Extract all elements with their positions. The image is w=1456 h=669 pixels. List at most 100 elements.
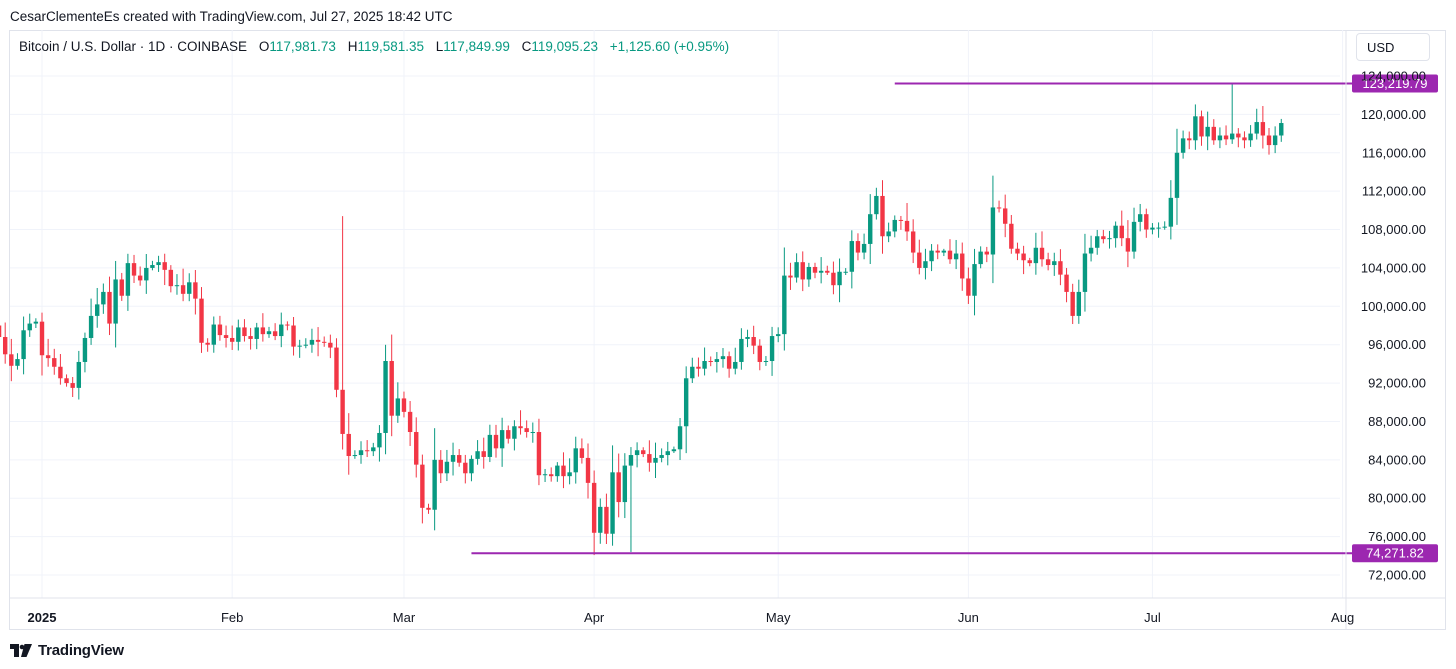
close-value: 119,095.23 — [531, 39, 598, 54]
candle-body — [420, 464, 425, 508]
candle — [518, 410, 523, 435]
candle-body — [1119, 225, 1124, 239]
candle — [1076, 279, 1082, 324]
candle — [1236, 128, 1241, 148]
candle — [76, 350, 82, 400]
candle-body — [818, 270, 824, 273]
candle — [303, 338, 309, 349]
candle — [733, 347, 738, 375]
candle-body — [683, 378, 689, 427]
candle-body — [1125, 238, 1131, 252]
candle-body — [1236, 133, 1241, 138]
candle — [107, 276, 112, 336]
x-tick-label: Feb — [221, 610, 243, 625]
candle-body — [1150, 227, 1155, 230]
candle-body — [211, 324, 216, 345]
candle — [947, 239, 953, 264]
candle — [1131, 207, 1137, 259]
candle-body — [377, 432, 382, 448]
candle — [15, 353, 20, 370]
x-tick-label: Apr — [584, 610, 605, 625]
candle — [880, 180, 885, 254]
candle-body — [291, 325, 296, 347]
candle-body — [549, 474, 554, 477]
candle — [88, 298, 94, 345]
candle-body — [107, 291, 112, 324]
candle — [322, 336, 327, 347]
candle-body — [1199, 116, 1204, 137]
candle — [567, 458, 572, 485]
candle — [1045, 252, 1051, 271]
candle-body — [745, 337, 750, 339]
candle-body — [303, 344, 309, 346]
y-tick-label: 76,000.00 — [1368, 529, 1426, 544]
candle-body — [463, 462, 468, 474]
candle-body — [518, 426, 523, 429]
candle — [622, 453, 628, 519]
candle — [21, 316, 26, 375]
candle — [205, 338, 210, 352]
candle — [530, 422, 535, 443]
grid-lines — [10, 30, 1344, 598]
candle — [996, 200, 1002, 213]
candle — [315, 327, 321, 357]
tradingview-logo[interactable]: TradingView — [10, 642, 124, 659]
candle-body — [395, 398, 401, 416]
candle-body — [1266, 135, 1272, 146]
candle-body — [769, 336, 775, 362]
candle-body — [9, 354, 14, 366]
open-value: 117,981.73 — [269, 39, 336, 54]
candle — [683, 366, 689, 454]
currency-button[interactable]: USD — [1356, 33, 1430, 61]
candle-body — [782, 275, 787, 335]
candle-body — [524, 428, 529, 433]
x-tick-label: May — [766, 610, 791, 625]
candle — [1150, 223, 1155, 235]
candle — [1162, 221, 1167, 230]
candle-body — [1272, 135, 1278, 146]
candle — [739, 328, 744, 370]
candle — [82, 332, 88, 373]
candle — [334, 338, 339, 398]
candle-body — [322, 341, 327, 343]
candle — [794, 253, 799, 283]
candle-body — [414, 432, 419, 465]
candle-body — [1156, 227, 1161, 229]
candle-body — [978, 251, 983, 265]
candle — [1002, 194, 1008, 238]
candle-body — [947, 250, 953, 260]
candle-body — [444, 461, 450, 474]
tradingview-logo-text: TradingView — [38, 642, 124, 659]
candle — [641, 447, 646, 458]
candle — [456, 449, 462, 467]
candle — [1260, 106, 1266, 149]
y-tick-label: 96,000.00 — [1368, 337, 1426, 352]
candle — [1217, 127, 1223, 149]
time-axis: 2025 Feb Mar Apr May Jun Jul Aug — [9, 597, 1446, 625]
candle — [168, 265, 174, 293]
candle-body — [456, 455, 462, 463]
candle-body — [616, 472, 621, 503]
candle — [389, 334, 394, 437]
y-tick-label: 112,000.00 — [1362, 184, 1426, 199]
candle-body — [82, 337, 88, 362]
candle — [561, 452, 566, 489]
candle-body — [499, 430, 505, 449]
candle-body — [837, 271, 842, 286]
candle-body — [1144, 214, 1149, 230]
candle — [364, 440, 370, 458]
candle-body — [266, 331, 272, 335]
candle — [1168, 180, 1174, 240]
candle — [1027, 257, 1032, 267]
level-price-tag — [1352, 74, 1438, 93]
low-value: 117,849.99 — [443, 39, 510, 54]
candle-body — [1211, 126, 1216, 141]
candle-body — [101, 291, 106, 305]
candle-body — [469, 458, 474, 474]
change-value: +1,125.60 (+0.95%) — [609, 39, 730, 54]
high-label: H — [347, 39, 358, 54]
candle — [573, 436, 578, 484]
candle-body — [1279, 123, 1284, 136]
candle-body — [1076, 291, 1082, 316]
